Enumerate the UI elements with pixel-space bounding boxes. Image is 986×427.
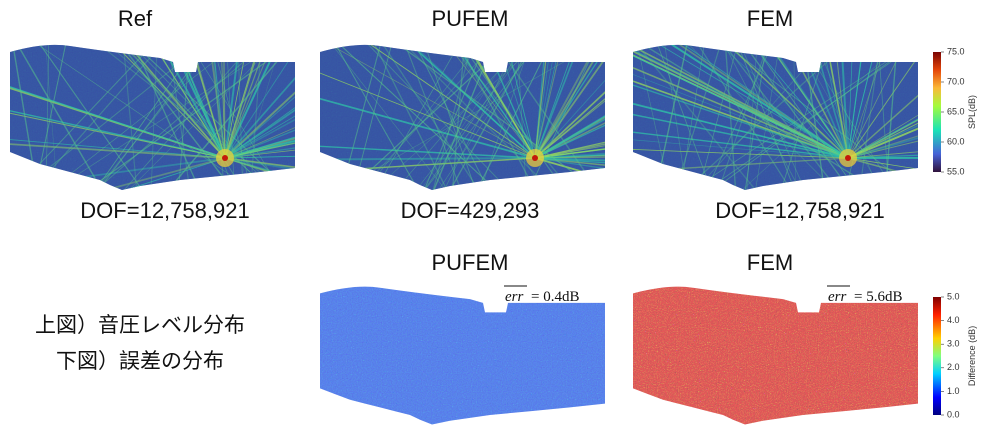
colorbar-ticks: 75.0 70.0 65.0 60.0 55.0 [941, 46, 965, 176]
colorbar-tick-label: 60.0 [947, 136, 965, 146]
top-row: Ref PUFEM FEM DOF=12,758,921 DOF=429,293… [0, 0, 986, 281]
source [222, 155, 228, 161]
panel-title: Ref [118, 6, 153, 31]
colorbar-label: SPL(dB) [967, 95, 977, 129]
colorbar [933, 297, 941, 415]
error-symbol: err [505, 289, 523, 305]
colorbar-tick-label: 2.0 [947, 362, 960, 372]
panel-title: FEM [747, 6, 793, 31]
colorbar-tick-label: 5.0 [947, 291, 960, 301]
panel-title: FEM [747, 250, 793, 275]
panel-title: PUFEM [432, 250, 509, 275]
colorbar-tick-label: 75.0 [947, 46, 965, 56]
bottom-row: 上図）音圧レベル分布 下図）誤差の分布 PUFEM FEM err = 0.4d… [35, 250, 977, 427]
source [532, 155, 538, 161]
error-value: = 5.6dB [854, 289, 902, 305]
colorbar-tick-label: 55.0 [947, 166, 965, 176]
error-value: = 0.4dB [531, 289, 579, 305]
colorbar-tick-label: 3.0 [947, 339, 960, 349]
dof-caption: DOF=12,758,921 [715, 198, 884, 223]
colorbar-tick-label: 65.0 [947, 106, 965, 116]
error-symbol: err [828, 289, 846, 305]
panel-title: PUFEM [432, 6, 509, 31]
note-line: 下図）誤差の分布 [56, 349, 224, 373]
colorbar-ticks: 5.0 4.0 3.0 2.0 1.0 0.0 [941, 291, 960, 419]
colorbar [933, 52, 941, 172]
colorbar-tick-label: 70.0 [947, 76, 965, 86]
colorbar-tick-label: 4.0 [947, 315, 960, 325]
colorbar-label: Difference (dB) [967, 326, 977, 386]
colorbar-tick-label: 0.0 [947, 409, 960, 419]
dof-caption: DOF=12,758,921 [80, 198, 249, 223]
note-line: 上図）音圧レベル分布 [35, 313, 245, 337]
colorbar-tick-label: 1.0 [947, 386, 960, 396]
error-annotation: err = 5.6dB [827, 286, 902, 305]
figure: Ref PUFEM FEM DOF=12,758,921 DOF=429,293… [0, 0, 986, 427]
dof-caption: DOF=429,293 [401, 198, 540, 223]
error-annotation: err = 0.4dB [504, 286, 579, 305]
source [845, 155, 851, 161]
